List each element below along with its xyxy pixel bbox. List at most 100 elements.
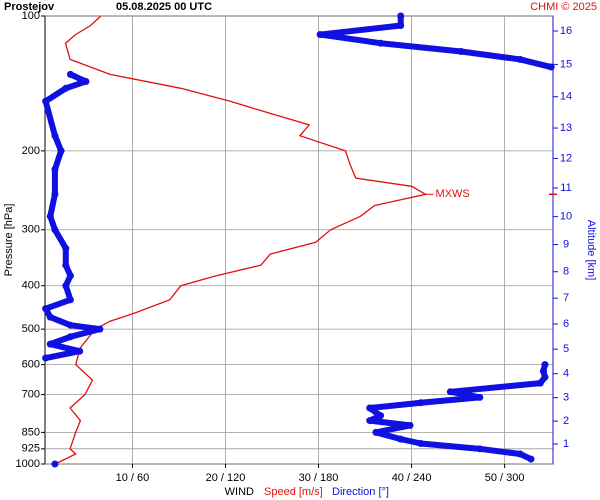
- station: Prostejov: [4, 1, 55, 13]
- direction-point: [457, 47, 465, 55]
- direction-point: [82, 77, 90, 85]
- direction-segment: [366, 417, 414, 429]
- direction-point: [42, 97, 50, 105]
- direction-point: [476, 393, 484, 401]
- y-tick-label: 300: [22, 224, 40, 236]
- direction-point: [316, 31, 324, 39]
- direction-point: [417, 399, 425, 407]
- credit: CHMI © 2025: [530, 1, 597, 13]
- direction-point: [62, 282, 70, 290]
- direction-point: [397, 12, 405, 20]
- mxws-label: MXWS: [436, 188, 470, 200]
- direction-point: [417, 440, 425, 448]
- y2-tick-label: 10: [560, 211, 572, 223]
- direction-point: [51, 132, 59, 140]
- direction-point: [46, 212, 54, 220]
- y-tick-label: 700: [22, 389, 40, 401]
- direction-point: [372, 428, 380, 436]
- x-tick-label: 50 / 300: [485, 472, 525, 484]
- date: 05.08.2025 00 UTC: [116, 1, 212, 13]
- direction-point: [397, 21, 405, 29]
- direction-point: [66, 296, 74, 304]
- y-axis-label: Pressure [hPa]: [3, 204, 15, 277]
- direction-point: [536, 379, 544, 387]
- direction-point: [62, 244, 70, 252]
- y2-tick-label: 1: [563, 438, 569, 450]
- y-tick-label: 850: [22, 426, 40, 438]
- y2-tick-label: 13: [560, 122, 572, 134]
- direction-segment: [517, 56, 555, 71]
- y2-axis-label: Altitude [km]: [585, 220, 597, 281]
- direction-point: [377, 412, 385, 420]
- direction-segment: [47, 191, 58, 220]
- x-tick-label: 40 / 240: [392, 472, 432, 484]
- direction-point: [51, 165, 59, 173]
- direction-point: [366, 417, 374, 425]
- y-tick-label: 925: [22, 443, 40, 455]
- direction-point: [516, 450, 524, 458]
- direction-segment: [42, 85, 69, 105]
- direction-segment: [377, 40, 465, 55]
- direction-point: [42, 305, 50, 313]
- y2-tick-label: 5: [563, 343, 569, 355]
- y2-tick-label: 15: [560, 58, 572, 70]
- direction-segment: [47, 333, 74, 348]
- speed-line: [54, 15, 428, 465]
- direction-segment: [42, 98, 58, 139]
- direction-segment: [317, 22, 404, 38]
- direction-point: [527, 455, 535, 463]
- direction-point: [66, 272, 74, 280]
- direction-point: [547, 63, 555, 71]
- y2-tick-label: 16: [560, 25, 572, 37]
- y-tick-label: 200: [22, 145, 40, 157]
- direction-point: [541, 373, 549, 381]
- legend-direction: Direction [°]: [332, 486, 389, 498]
- y2-tick-label: 3: [563, 392, 569, 404]
- y2-tick-label: 9: [563, 238, 569, 250]
- y2-tick-label: 11: [560, 182, 571, 194]
- direction-segment: [67, 322, 103, 333]
- direction-point: [377, 39, 385, 47]
- direction-point: [46, 313, 54, 321]
- direction-segment: [417, 440, 483, 452]
- direction-point: [406, 421, 414, 429]
- direction-segment: [447, 380, 544, 395]
- direction-point: [516, 55, 524, 63]
- direction-point: [96, 325, 104, 333]
- y-tick-label: 400: [22, 280, 40, 292]
- y-tick-label: 600: [22, 359, 40, 371]
- direction-segment: [476, 445, 524, 458]
- direction-point: [366, 404, 374, 412]
- y2-tick-label: 4: [563, 368, 569, 380]
- legend-speed: Speed [m/s]: [264, 486, 323, 498]
- direction-point: [51, 226, 59, 234]
- direction-point: [42, 354, 50, 362]
- direction-point: [62, 261, 70, 269]
- y2-tick-label: 8: [563, 266, 569, 278]
- y2-tick-label: 14: [560, 91, 572, 103]
- direction-segment: [47, 314, 74, 329]
- y2-tick-label: 12: [560, 152, 572, 164]
- direction-point: [66, 333, 74, 341]
- direction-segment: [42, 296, 74, 312]
- direction-point: [66, 70, 74, 78]
- y-tick-label: 1000: [16, 458, 40, 470]
- y-tick-label: 500: [22, 323, 40, 335]
- direction-segment: [366, 399, 424, 412]
- direction-point: [446, 388, 454, 396]
- direction-point: [51, 460, 59, 468]
- direction-point: [46, 340, 54, 348]
- y2-tick-label: 6: [563, 318, 569, 330]
- direction-segment: [458, 48, 524, 63]
- direction-point: [57, 147, 65, 155]
- direction-point: [541, 361, 549, 369]
- direction-point: [397, 435, 405, 443]
- direction-point: [51, 190, 59, 198]
- x-tick-label: 20 / 120: [206, 472, 246, 484]
- x-axis-label: WIND: [225, 486, 254, 498]
- y2-tick-label: 7: [563, 292, 569, 304]
- direction-point: [76, 347, 84, 355]
- y-tick-label: 100: [22, 10, 40, 22]
